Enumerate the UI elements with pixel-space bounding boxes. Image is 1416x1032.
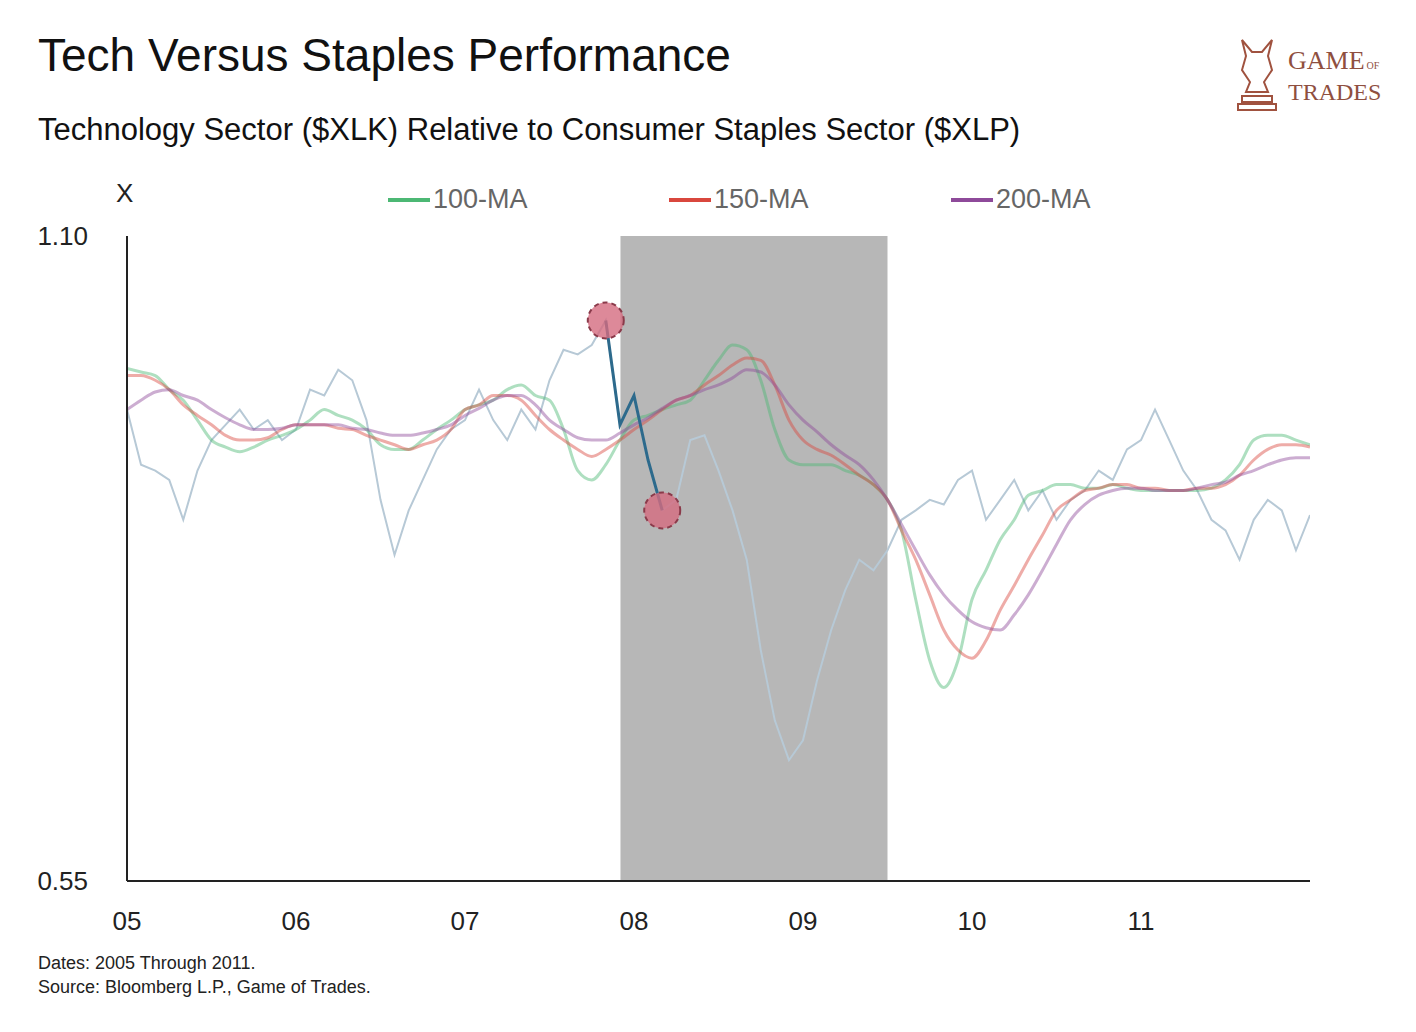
html-text:150-MA: 150-MA [714,184,809,214]
html-text:Source: Bloomberg L.P., Game o: Source: Bloomberg L.P., Game of Trades. [38,977,371,997]
html-text:X: X [116,178,134,208]
html-text:200-MA: 200-MA [996,184,1091,214]
html-text:GAME: GAME [1288,46,1365,75]
svg-text:11: 11 [1128,906,1155,936]
svg-text:09: 09 [789,906,818,936]
html-text:OF: OF [1366,60,1380,71]
svg-text:10: 10 [958,906,987,936]
html-text:100-MA: 100-MA [433,184,528,214]
svg-text:08: 08 [620,906,649,936]
html-text:Technology Sector ($XLK) Relat: Technology Sector ($XLK) Relative to Con… [38,112,1021,147]
svg-text:06: 06 [282,906,311,936]
html-text:TRADES: TRADES [1288,79,1382,105]
svg-text:0.55: 0.55 [37,866,88,896]
svg-text:05: 05 [113,906,142,936]
html-text:Tech Versus Staples Performanc: Tech Versus Staples Performance [38,29,731,81]
html-text:Dates: 2005 Through 2011.: Dates: 2005 Through 2011. [38,953,256,973]
svg-text:07: 07 [451,906,480,936]
svg-text:1.10: 1.10 [37,221,88,251]
